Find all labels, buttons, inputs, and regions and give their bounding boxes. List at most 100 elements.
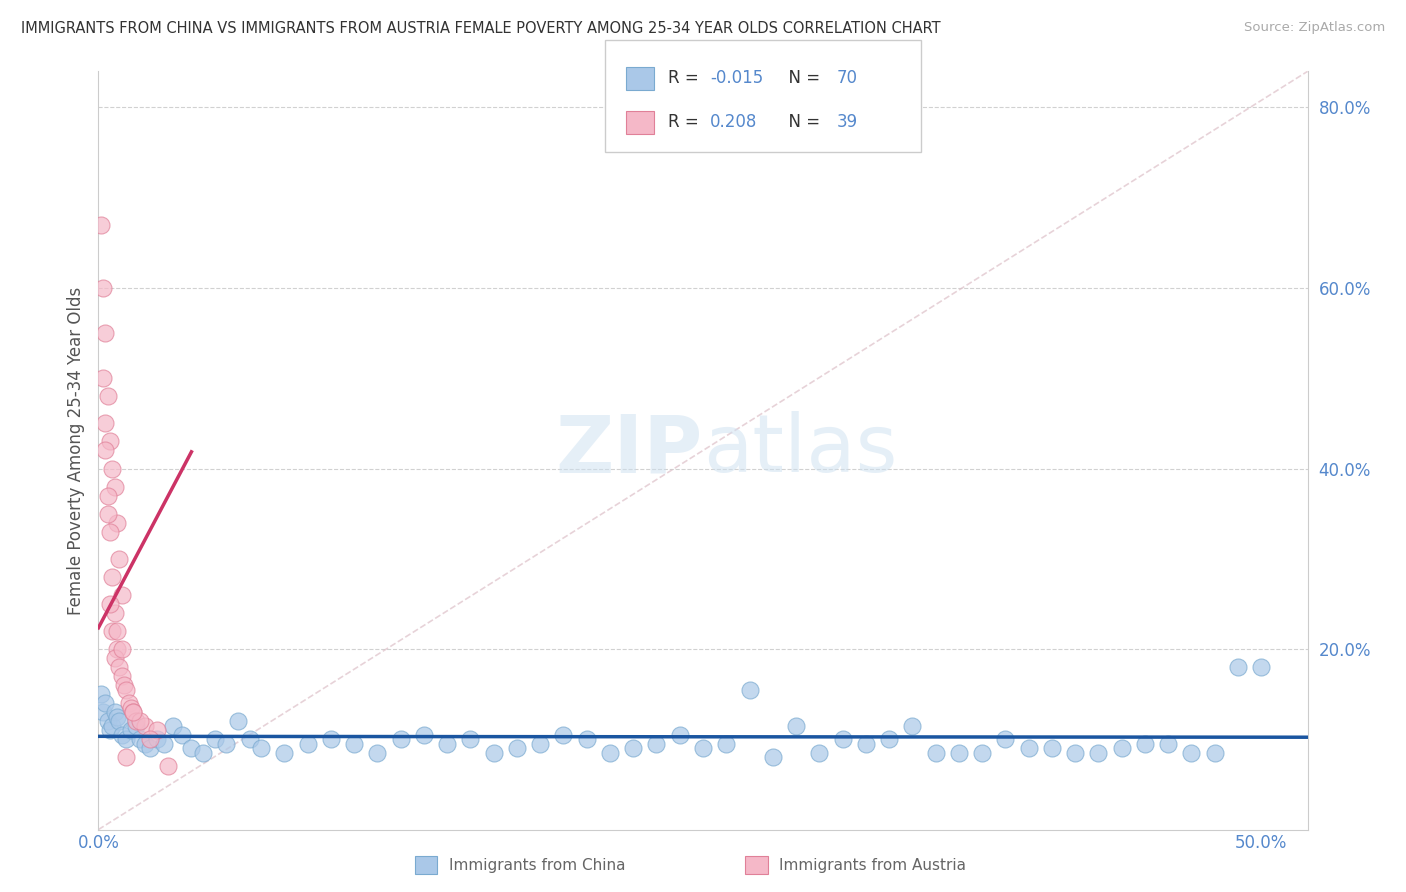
Point [97, 714, 120, 729]
Point [226, 714, 249, 729]
Point [1018, 741, 1040, 756]
Point [91, 371, 114, 385]
Point [115, 682, 138, 697]
Point [273, 746, 295, 760]
Text: N =: N = [778, 70, 825, 87]
Point [129, 714, 152, 729]
Point [104, 479, 127, 493]
Point [621, 741, 644, 756]
Point [101, 570, 124, 584]
Point [98, 723, 121, 738]
Point [90, 687, 112, 701]
Point [1157, 737, 1180, 751]
Point [94, 326, 117, 340]
Point [101, 719, 124, 733]
Point [108, 551, 131, 566]
Point [104, 705, 127, 719]
Point [901, 719, 924, 733]
Point [172, 728, 194, 742]
Text: 70: 70 [837, 70, 858, 87]
Text: IMMIGRANTS FROM CHINA VS IMMIGRANTS FROM AUSTRIA FEMALE POVERTY AMONG 25-34 YEAR: IMMIGRANTS FROM CHINA VS IMMIGRANTS FROM… [21, 21, 941, 36]
Text: 39: 39 [837, 113, 858, 131]
Point [104, 606, 127, 620]
Point [91, 281, 114, 295]
Point [129, 732, 152, 747]
Text: 0.208: 0.208 [710, 113, 758, 131]
Point [98, 524, 121, 539]
Point [1111, 741, 1133, 756]
Point [94, 696, 117, 710]
Point [134, 719, 156, 733]
Point [668, 728, 690, 742]
Point [108, 714, 131, 729]
Point [157, 759, 180, 773]
Point [98, 434, 121, 449]
Point [692, 741, 714, 756]
Point [994, 732, 1017, 747]
Point [1204, 746, 1226, 760]
Point [970, 746, 993, 760]
Text: ZIP: ZIP [555, 411, 703, 490]
Point [1040, 741, 1063, 756]
Point [1133, 737, 1156, 751]
Point [436, 737, 458, 751]
Point [162, 719, 184, 733]
Point [94, 417, 117, 431]
Text: R =: R = [668, 113, 704, 131]
Point [111, 669, 134, 683]
Point [90, 218, 112, 232]
Point [118, 696, 141, 710]
Point [111, 728, 134, 742]
Point [115, 750, 138, 764]
Point [145, 723, 167, 738]
Point [138, 741, 160, 756]
Point [553, 728, 575, 742]
Point [1087, 746, 1109, 760]
Point [599, 746, 621, 760]
Text: N =: N = [778, 113, 825, 131]
Point [101, 461, 124, 475]
Point [120, 723, 142, 738]
Point [239, 732, 262, 747]
Point [460, 732, 482, 747]
Point [215, 737, 238, 751]
Point [855, 737, 877, 751]
Point [122, 705, 145, 719]
Point [343, 737, 366, 751]
Point [831, 732, 853, 747]
Point [138, 732, 160, 747]
Point [529, 737, 551, 751]
Point [319, 732, 342, 747]
Point [366, 746, 388, 760]
Point [124, 719, 146, 733]
Point [91, 705, 114, 719]
Point [122, 705, 145, 719]
Point [105, 516, 128, 530]
Point [108, 660, 131, 674]
Text: atlas: atlas [703, 411, 897, 490]
Point [575, 732, 598, 747]
Point [506, 741, 529, 756]
Point [105, 710, 128, 724]
Text: Source: ZipAtlas.com: Source: ZipAtlas.com [1244, 21, 1385, 34]
Point [1180, 746, 1202, 760]
Point [738, 682, 761, 697]
Point [105, 642, 128, 657]
Point [948, 746, 970, 760]
Text: Immigrants from China: Immigrants from China [449, 858, 626, 872]
Point [98, 597, 121, 611]
Point [389, 732, 412, 747]
Text: R =: R = [668, 70, 704, 87]
Point [111, 588, 134, 602]
Point [785, 719, 807, 733]
Point [97, 489, 120, 503]
Point [924, 746, 946, 760]
Point [645, 737, 668, 751]
Point [413, 728, 436, 742]
Point [94, 443, 117, 458]
Point [762, 750, 785, 764]
Text: -0.015: -0.015 [710, 70, 763, 87]
Point [134, 737, 156, 751]
Point [482, 746, 505, 760]
Point [111, 642, 134, 657]
